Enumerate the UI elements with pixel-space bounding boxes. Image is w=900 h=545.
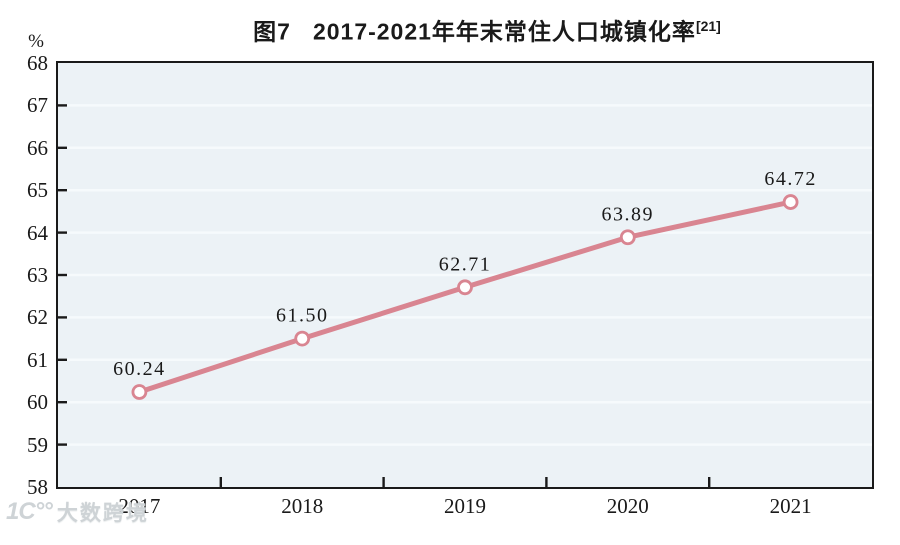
title-prefix: 图7	[253, 18, 291, 45]
y-axis-tick-label: 66	[27, 135, 48, 160]
y-axis-tick-label: 62	[27, 305, 48, 330]
x-axis-tick-label: 2018	[281, 494, 324, 518]
y-axis-tick-label: 58	[27, 475, 48, 499]
data-point-label: 62.71	[439, 253, 492, 275]
y-axis-tick-label: 59	[27, 432, 48, 457]
data-point-marker	[131, 384, 148, 400]
chart-title: 图7 2017-2021年年末常住人口城镇化率[21]	[253, 12, 721, 46]
watermark-text: 大数跨境	[56, 502, 149, 525]
y-axis-tick-label: 65	[27, 178, 48, 203]
x-axis-tick-label: 2020	[606, 494, 649, 518]
data-point-label: 61.50	[276, 305, 329, 327]
title-footnote-ref: [21]	[695, 18, 721, 34]
data-point-marker	[782, 194, 799, 210]
data-point-marker	[619, 229, 636, 246]
line-chart: 60.24 61.50 62.71 63.89 64.72	[58, 104, 872, 487]
data-point-marker	[294, 330, 311, 347]
data-point-label: 60.24	[113, 358, 166, 380]
y-axis-tick-label: 68	[27, 51, 48, 75]
watermark-logo-icon: 1C°°	[6, 498, 53, 525]
data-point-marker	[457, 279, 473, 296]
watermark: 1C°° 大数跨境	[6, 497, 149, 527]
data-point-label: 64.72	[764, 168, 817, 190]
title-text: 2017-2021年年末常住人口城镇化率	[312, 18, 696, 45]
data-point-label: 63.89	[602, 203, 655, 225]
x-axis-tick-label: 2017	[118, 494, 161, 518]
y-axis-unit-label: %	[28, 31, 44, 52]
y-axis-tick-label: 64	[27, 220, 48, 245]
x-axis-tick-label: 2019	[444, 494, 486, 518]
plot-area: 60.24 61.50 62.71 63.89 64.72	[56, 61, 874, 489]
series-line	[136, 199, 794, 395]
y-axis-tick-label: 61	[27, 347, 48, 372]
y-axis-tick-label: 67	[27, 93, 48, 118]
y-axis-tick-label: 60	[27, 390, 48, 415]
x-axis-tick-label: 2021	[769, 494, 812, 518]
y-axis-tick-label: 63	[27, 263, 48, 287]
